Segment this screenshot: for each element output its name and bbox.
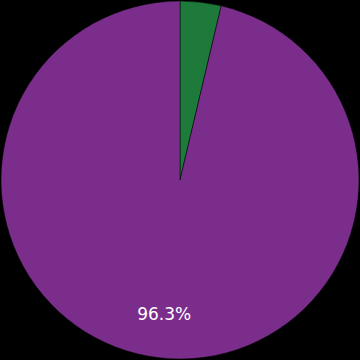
data-label: 96.3%: [137, 304, 191, 324]
chart-container: 96.3%: [0, 0, 360, 360]
pie-chart: 96.3%: [0, 0, 360, 360]
slices: [1, 1, 359, 359]
labels: 96.3%: [137, 304, 191, 324]
pie-slice: [1, 1, 359, 359]
